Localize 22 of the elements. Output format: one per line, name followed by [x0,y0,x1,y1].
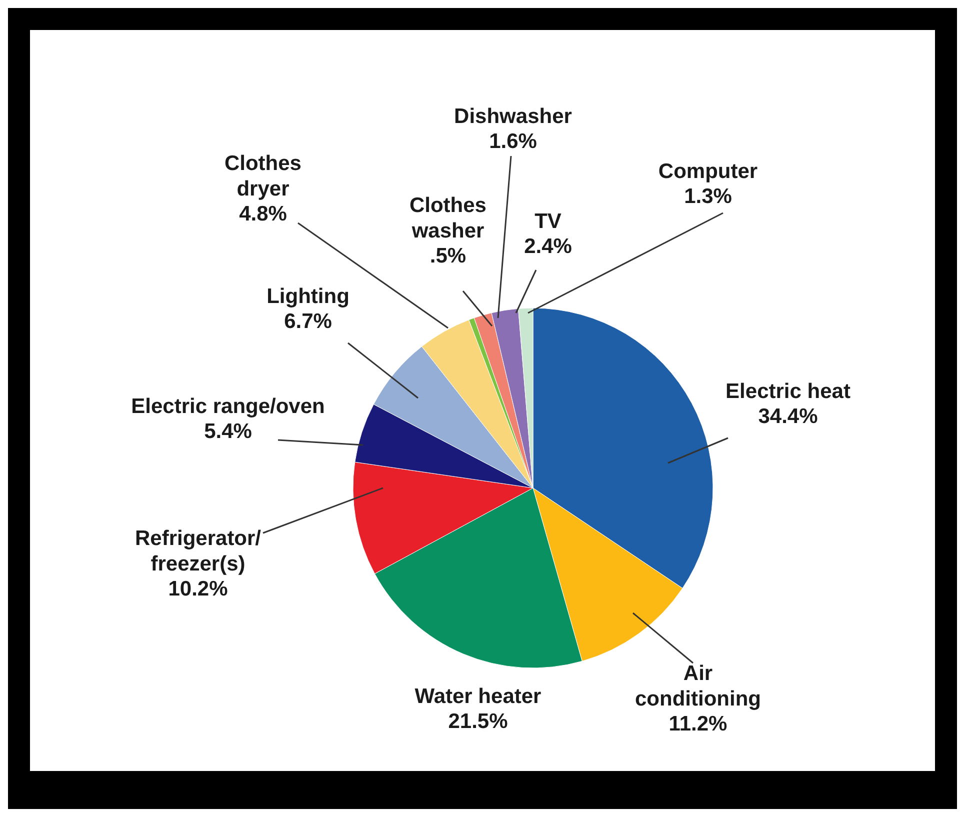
slice-label: TV [534,210,562,233]
slice-label: Clothes washer [409,194,487,242]
slice-label: Water heater [414,684,542,708]
slice-label: Air conditioning [635,662,761,710]
slice-label: Electric range/oven [131,394,325,418]
data-label: 5.4% [204,420,252,443]
data-label: 6.7% [284,310,332,333]
data-label: 4.8% [239,202,288,226]
data-label: 11.2% [668,712,728,736]
data-label: 34.4% [758,404,818,428]
data-label: 10.2% [168,578,228,601]
slice-label: Clothes dryer [224,152,302,200]
slice-label: Refrigerator/freezer(s) [134,527,262,576]
slice-label: Lighting [266,284,350,308]
data-label: .5% [430,244,466,268]
data-label: 2.4% [524,234,572,258]
data-label: 1.3% [684,184,732,208]
data-label: 21.5% [448,710,508,733]
slice-label: Electric heat [726,380,850,403]
slice-label: Dishwasher [454,104,572,128]
slice-label: Computer [658,160,758,183]
data-label: 1.6% [489,130,538,153]
